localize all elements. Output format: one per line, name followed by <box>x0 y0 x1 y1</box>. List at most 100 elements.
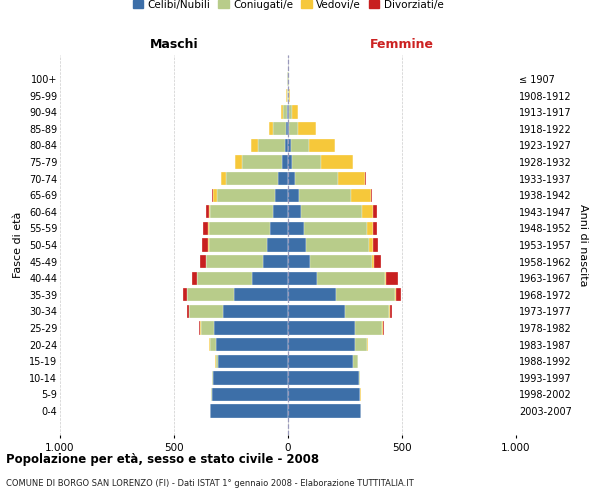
Bar <box>298 122 316 136</box>
Bar <box>288 238 306 252</box>
Bar <box>395 288 397 302</box>
Bar <box>362 205 373 218</box>
Bar <box>301 205 362 218</box>
Bar <box>288 371 359 384</box>
Bar <box>211 404 288 417</box>
Bar <box>371 188 372 202</box>
Bar <box>292 156 321 168</box>
Bar <box>206 205 209 218</box>
Bar <box>346 305 389 318</box>
Bar <box>284 138 288 152</box>
Bar <box>304 222 367 235</box>
Bar <box>289 106 292 119</box>
Bar <box>288 106 289 119</box>
Bar <box>275 188 288 202</box>
Bar <box>288 305 346 318</box>
Bar <box>273 205 288 218</box>
Bar <box>288 188 299 202</box>
Bar <box>189 305 223 318</box>
Bar <box>373 222 377 235</box>
Bar <box>397 288 401 302</box>
Bar <box>288 338 355 351</box>
Bar <box>287 106 288 119</box>
Bar <box>212 388 288 401</box>
Bar <box>291 138 308 152</box>
Bar <box>373 238 378 252</box>
Bar <box>235 156 242 168</box>
Bar <box>288 272 317 285</box>
Bar <box>283 156 288 168</box>
Bar <box>283 106 287 119</box>
Bar <box>216 338 288 351</box>
Bar <box>373 205 377 218</box>
Bar <box>389 305 390 318</box>
Bar <box>359 371 360 384</box>
Bar <box>355 338 367 351</box>
Bar <box>321 156 353 168</box>
Bar <box>223 305 288 318</box>
Bar <box>187 288 235 302</box>
Bar <box>385 272 386 285</box>
Bar <box>192 272 197 285</box>
Bar <box>218 354 288 368</box>
Bar <box>306 238 369 252</box>
Bar <box>216 354 218 368</box>
Bar <box>288 354 353 368</box>
Bar <box>317 272 385 285</box>
Bar <box>268 238 288 252</box>
Bar <box>226 172 278 185</box>
Bar <box>210 338 216 351</box>
Bar <box>288 255 310 268</box>
Bar <box>295 172 338 185</box>
Text: Femmine: Femmine <box>370 38 434 51</box>
Bar <box>210 205 273 218</box>
Bar <box>383 322 384 334</box>
Bar <box>208 238 209 252</box>
Bar <box>202 238 208 252</box>
Bar <box>338 172 365 185</box>
Bar <box>374 255 381 268</box>
Bar <box>369 238 373 252</box>
Bar <box>213 371 288 384</box>
Bar <box>200 322 214 334</box>
Bar <box>367 222 373 235</box>
Bar <box>208 222 209 235</box>
Bar <box>310 255 371 268</box>
Bar <box>251 272 288 285</box>
Bar <box>386 272 398 285</box>
Bar <box>183 288 187 302</box>
Bar <box>278 172 288 185</box>
Bar <box>269 122 273 136</box>
Bar <box>199 322 200 334</box>
Bar <box>288 138 291 152</box>
Bar <box>288 322 355 334</box>
Bar <box>209 238 268 252</box>
Bar <box>221 172 226 185</box>
Bar <box>288 122 289 136</box>
Bar <box>286 122 288 136</box>
Bar <box>214 322 288 334</box>
Bar <box>355 322 382 334</box>
Bar <box>212 371 213 384</box>
Bar <box>308 138 335 152</box>
Bar <box>288 156 292 168</box>
Bar <box>187 305 188 318</box>
Bar <box>212 188 214 202</box>
Bar <box>353 354 358 368</box>
Bar <box>288 288 337 302</box>
Bar <box>200 255 206 268</box>
Bar <box>288 222 304 235</box>
Bar <box>337 288 395 302</box>
Y-axis label: Anni di nascita: Anni di nascita <box>578 204 589 286</box>
Bar <box>206 255 263 268</box>
Bar <box>251 138 257 152</box>
Bar <box>209 222 270 235</box>
Bar <box>235 288 288 302</box>
Bar <box>371 255 374 268</box>
Bar <box>203 222 208 235</box>
Bar <box>288 205 301 218</box>
Bar <box>351 188 371 202</box>
Bar <box>242 156 283 168</box>
Bar <box>214 188 217 202</box>
Bar <box>197 272 251 285</box>
